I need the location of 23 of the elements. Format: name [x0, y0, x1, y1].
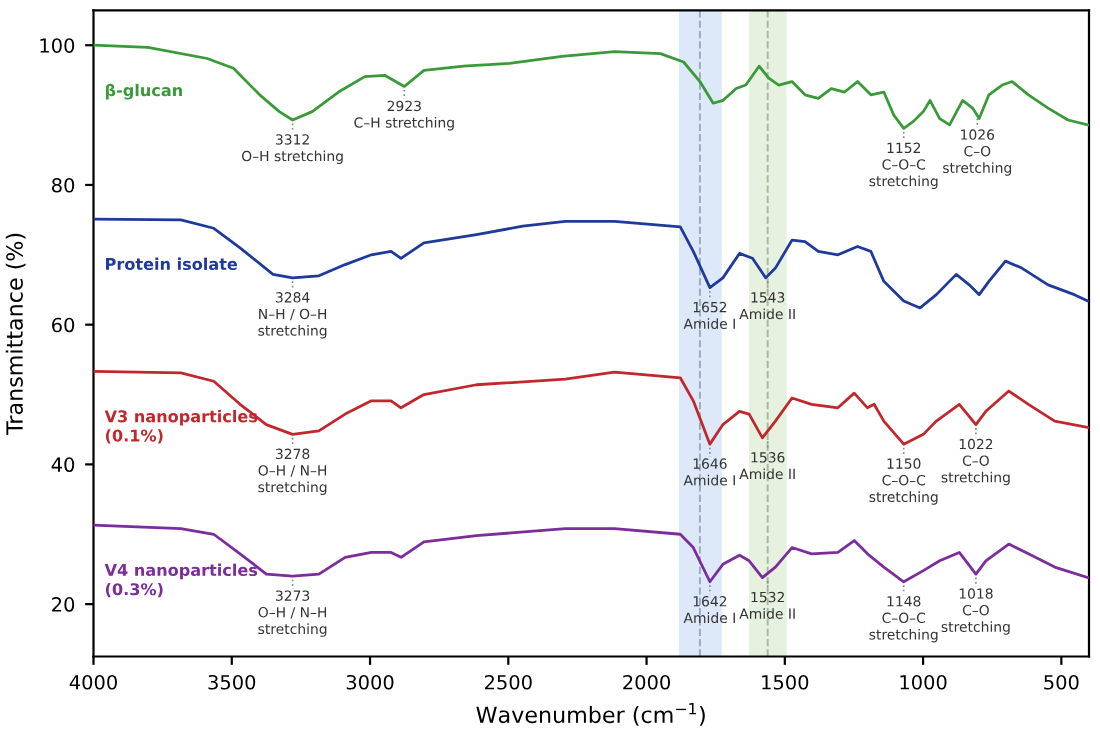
y-tick-label: 100 [40, 38, 75, 53]
y-tick-label: 60 [52, 317, 75, 333]
x-tick-label: 4000 [69, 674, 117, 690]
x-tick-label: 2500 [484, 674, 532, 690]
y-axis-title: Transmittance (%) [5, 233, 26, 436]
line-series [93, 523, 1089, 584]
y-tick-label: 80 [52, 177, 75, 193]
series-label: V4 nanoparticles (0.3%) [104, 563, 258, 598]
line-series [93, 370, 1089, 446]
y-tick-label: 20 [52, 597, 75, 612]
line-series [93, 43, 1089, 130]
x-tick-label: 2000 [623, 674, 671, 690]
x-tick-label: 1500 [762, 674, 809, 690]
series-label: Protein isolate [106, 257, 238, 271]
x-tick-label: 500 [1044, 674, 1079, 690]
y-tick-label: 40 [51, 457, 75, 473]
series-label: V3 nanoparticles (0.1%) [104, 409, 258, 444]
x-axis-title: Wavenumber (cm$^{−1}$) [476, 702, 705, 726]
line-series [93, 217, 1089, 310]
x-tick-label: 3500 [208, 674, 256, 690]
series-label: β-glucan [105, 83, 182, 100]
x-tick-label: 3000 [346, 674, 394, 690]
x-tick-label: 1000 [900, 674, 947, 690]
